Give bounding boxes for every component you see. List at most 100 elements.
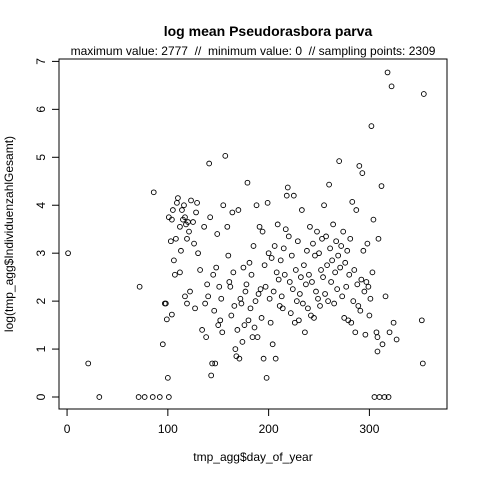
data-point — [315, 295, 321, 302]
data-point — [296, 317, 302, 324]
data-point — [340, 228, 347, 235]
data-point — [274, 221, 281, 228]
data-point — [279, 305, 286, 312]
data-point — [258, 315, 265, 321]
data-point — [271, 243, 278, 249]
data-point — [177, 269, 183, 276]
data-point — [194, 199, 200, 206]
data-point — [149, 394, 156, 400]
data-point — [156, 394, 163, 400]
data-point — [269, 341, 276, 348]
data-point — [390, 319, 397, 326]
data-point — [229, 209, 236, 216]
data-point — [337, 264, 344, 271]
data-point — [367, 295, 374, 302]
y-tick-label: 5 — [34, 154, 48, 161]
data-point — [363, 279, 370, 285]
data-point — [322, 291, 328, 297]
data-point — [348, 319, 355, 326]
data-point — [356, 163, 363, 169]
data-point — [368, 123, 375, 129]
data-point — [165, 394, 172, 400]
data-point — [264, 199, 271, 206]
data-point — [374, 348, 381, 355]
data-point — [244, 179, 251, 186]
data-point — [420, 91, 427, 97]
data-point — [195, 250, 201, 257]
data-point — [369, 269, 376, 276]
data-point — [199, 327, 205, 333]
y-tick-label: 3 — [34, 250, 48, 257]
data-point — [300, 300, 306, 307]
data-point — [311, 315, 317, 321]
data-point — [260, 355, 267, 362]
data-point — [261, 262, 268, 269]
data-point — [188, 197, 194, 204]
data-point — [386, 329, 393, 336]
data-point — [287, 310, 294, 316]
data-point — [184, 300, 190, 307]
data-point — [168, 238, 174, 245]
y-tick-label: 6 — [34, 106, 48, 113]
data-point — [319, 235, 325, 242]
data-point — [351, 267, 358, 273]
data-point — [344, 247, 351, 254]
data-point — [330, 221, 336, 228]
data-point — [342, 259, 349, 266]
data-point — [169, 216, 175, 223]
data-point — [270, 288, 277, 295]
data-point — [241, 322, 248, 328]
data-point — [227, 283, 234, 290]
data-point — [228, 312, 235, 319]
data-point — [248, 271, 255, 278]
x-tick-label: 0 — [64, 422, 71, 436]
data-point — [163, 316, 170, 323]
data-point — [96, 394, 103, 400]
data-point — [251, 324, 258, 331]
data-point — [294, 238, 301, 245]
data-point — [355, 303, 362, 309]
data-point — [290, 192, 297, 199]
data-point — [273, 269, 280, 276]
data-point — [243, 281, 250, 288]
data-point — [298, 274, 304, 281]
data-point — [309, 279, 315, 285]
data-point — [384, 69, 391, 76]
data-point — [341, 315, 348, 321]
data-point — [331, 300, 337, 307]
data-point — [212, 360, 219, 367]
data-point — [378, 183, 385, 189]
data-point — [323, 233, 329, 240]
data-point — [184, 235, 190, 242]
data-point — [388, 83, 395, 90]
data-point — [335, 252, 342, 259]
data-point — [314, 228, 320, 235]
data-point — [346, 271, 353, 278]
data-point — [187, 288, 193, 295]
data-point — [141, 394, 148, 400]
y-tick-label: 0 — [34, 393, 48, 400]
data-point — [192, 305, 198, 312]
y-tick-label: 2 — [34, 297, 48, 304]
data-point — [181, 202, 187, 209]
data-point — [310, 240, 316, 247]
data-point — [222, 152, 229, 159]
data-point — [272, 355, 279, 362]
data-point — [211, 307, 218, 314]
data-point — [169, 311, 175, 318]
data-point — [357, 307, 364, 314]
data-point — [186, 228, 192, 235]
data-point — [375, 235, 382, 242]
data-point — [292, 267, 299, 273]
x-tick-label: 100 — [158, 422, 178, 436]
data-point — [208, 372, 215, 379]
data-point — [257, 286, 264, 292]
data-point — [235, 207, 242, 213]
data-point — [193, 209, 199, 216]
y-tick-label: 7 — [34, 58, 48, 65]
data-point — [263, 374, 270, 381]
data-point — [418, 317, 425, 324]
data-point — [317, 303, 323, 309]
